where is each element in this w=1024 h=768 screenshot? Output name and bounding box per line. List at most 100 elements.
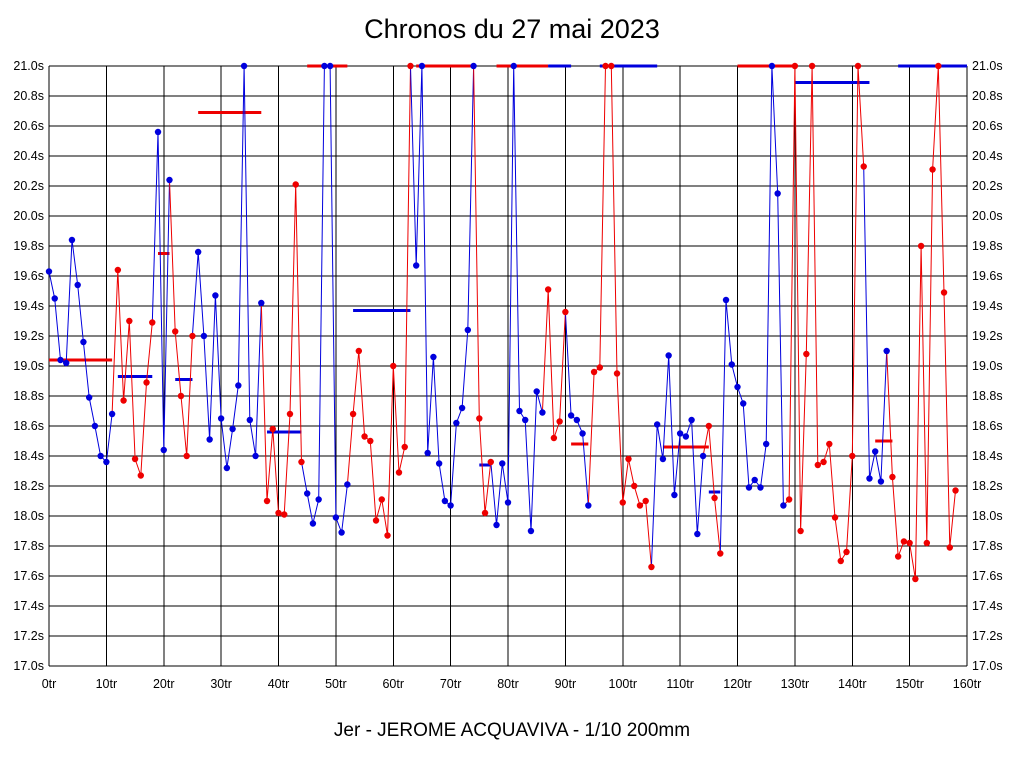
data-point	[338, 529, 345, 536]
data-point	[286, 410, 294, 418]
data-point	[206, 436, 213, 443]
data-point	[814, 461, 822, 469]
data-point	[820, 458, 827, 466]
y-tick-label-right: 19.4s	[972, 299, 1003, 313]
data-point	[332, 514, 340, 521]
data-point	[499, 460, 506, 467]
chart-title: Chronos du 27 mai 2023	[364, 14, 660, 44]
data-point	[240, 62, 248, 70]
series-line	[702, 425, 721, 554]
data-point	[676, 430, 684, 437]
data-point	[481, 509, 489, 517]
data-point	[160, 446, 167, 454]
data-point	[355, 347, 363, 355]
data-point	[854, 62, 862, 70]
data-point	[946, 544, 953, 551]
y-tick-label-left: 20.2s	[13, 179, 44, 193]
x-axis-labels: 0tr 10tr 20tr 30tr 40tr 50tr 60tr 70tr 80tr 90tr 1…	[42, 677, 982, 691]
data-point	[63, 359, 70, 367]
y-tick-label-right: 19.2s	[972, 329, 1003, 343]
x-tick-label: 110tr	[666, 677, 694, 691]
data-point	[877, 478, 885, 485]
data-point	[344, 481, 351, 488]
y-tick-label-right: 19.0s	[972, 359, 1003, 373]
data-point	[900, 538, 908, 545]
series-line	[886, 65, 956, 580]
grid-lines	[48, 65, 968, 667]
x-tick-label: 80tr	[497, 677, 519, 691]
data-point	[143, 379, 150, 386]
data-point	[103, 458, 110, 466]
series-line	[410, 65, 475, 507]
y-tick-label-left: 18.2s	[13, 479, 44, 493]
data-point	[866, 475, 873, 482]
x-tick-label: 120tr	[723, 677, 752, 691]
data-point	[751, 476, 758, 484]
x-tick-label: 140tr	[838, 677, 867, 691]
data-point	[367, 437, 374, 445]
data-point	[390, 362, 397, 370]
data-point	[85, 394, 93, 401]
data-point	[45, 268, 53, 275]
data-point	[860, 163, 867, 170]
y-tick-label-right: 18.4s	[972, 449, 1003, 463]
y-tick-label-right: 21.0s	[972, 59, 1003, 73]
data-point	[154, 128, 162, 136]
data-point	[149, 319, 156, 326]
data-point	[487, 458, 494, 466]
data-point	[493, 521, 500, 529]
data-point	[625, 455, 632, 463]
data-point	[613, 370, 621, 377]
y-tick-label-left: 18.8s	[13, 389, 44, 403]
data-point	[826, 440, 833, 448]
data-point	[453, 419, 460, 427]
y-tick-label-left: 19.0s	[13, 359, 44, 373]
x-tick-label: 150tr	[895, 677, 924, 691]
data-point	[430, 353, 437, 361]
data-point	[51, 295, 58, 302]
data-point	[200, 332, 208, 340]
data-point	[372, 517, 380, 524]
data-point	[275, 509, 282, 517]
data-point	[940, 289, 948, 296]
data-point	[447, 502, 454, 509]
y-tick-label-right: 18.6s	[972, 419, 1003, 433]
y-tick-label-right: 20.0s	[972, 209, 1003, 223]
data-point	[872, 448, 879, 455]
x-tick-label: 130tr	[781, 677, 810, 691]
y-tick-label-left: 17.2s	[13, 629, 44, 643]
data-point	[74, 281, 81, 289]
data-point	[470, 62, 477, 70]
y-tick-label-right: 19.8s	[972, 239, 1003, 253]
data-point	[120, 397, 127, 404]
x-tick-label: 50tr	[325, 677, 347, 691]
y-tick-label-right: 20.2s	[972, 179, 1003, 193]
data-point	[522, 416, 529, 424]
y-tick-label-left: 18.4s	[13, 449, 44, 463]
data-point	[246, 416, 254, 424]
data-point	[263, 497, 271, 505]
data-point	[68, 236, 76, 244]
data-point	[407, 62, 414, 70]
y-tick-label-left: 17.4s	[13, 599, 44, 613]
data-point	[435, 460, 443, 467]
data-point	[298, 458, 305, 466]
data-point	[510, 62, 517, 70]
x-tick-label: 20tr	[153, 677, 175, 691]
data-point	[567, 412, 575, 419]
y-tick-label-right: 17.8s	[972, 539, 1003, 553]
y-tick-label-right: 18.2s	[972, 479, 1003, 493]
data-point	[912, 575, 919, 583]
y-tick-label-left: 17.6s	[13, 569, 44, 583]
series-line	[587, 65, 652, 568]
data-point	[309, 520, 317, 527]
data-point	[91, 422, 99, 430]
series-line	[301, 65, 348, 533]
data-point	[590, 368, 598, 376]
y-tick-label-right: 17.4s	[972, 599, 1003, 613]
data-point	[774, 190, 781, 197]
data-point	[223, 464, 231, 472]
series-line	[564, 311, 589, 506]
y-tick-label-left: 18.6s	[13, 419, 44, 433]
